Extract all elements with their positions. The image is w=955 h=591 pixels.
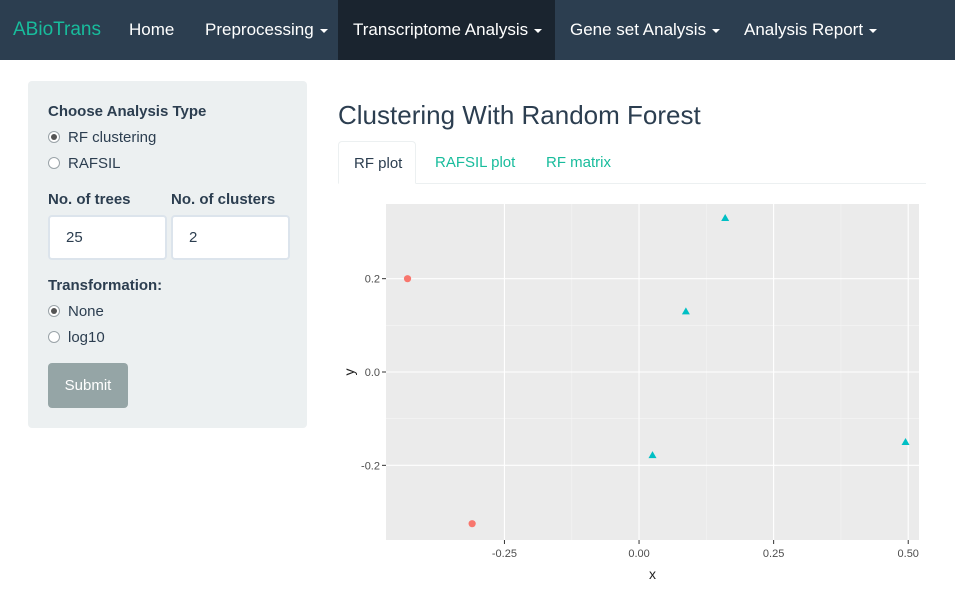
y-tick-label: 0.0: [365, 367, 380, 379]
nav-home[interactable]: Home: [114, 0, 189, 60]
data-point-triangle: [721, 214, 730, 221]
clusters-label: No. of clusters: [171, 191, 276, 208]
radio-rf-clustering[interactable]: RF clustering: [48, 127, 156, 147]
caret-down-icon: [712, 28, 721, 33]
nav-home-label: Home: [129, 20, 175, 39]
y-axis-label: y: [341, 369, 357, 376]
x-tick-label: 0.00: [628, 548, 649, 560]
radio-log10[interactable]: log10: [48, 327, 105, 347]
trees-label: No. of trees: [48, 191, 131, 208]
caret-down-icon: [319, 28, 328, 33]
radio-rafsil[interactable]: RAFSIL: [48, 153, 121, 173]
data-point-triangle: [648, 451, 657, 459]
nav-gene-set-label: Gene set Analysis: [570, 20, 707, 39]
caret-down-icon: [534, 28, 543, 33]
page-title: Clustering With Random Forest: [338, 100, 701, 130]
x-tick-label: 0.50: [898, 548, 919, 560]
data-point-triangle: [681, 307, 690, 315]
tab-rafsil-plot[interactable]: RAFSIL plot: [435, 154, 516, 171]
sidebar-panel: Choose Analysis Type RF clustering RAFSI…: [28, 81, 307, 428]
brand-link[interactable]: ABioTrans: [13, 19, 101, 40]
y-tick-label: -0.2: [361, 460, 380, 472]
clusters-input[interactable]: 2: [171, 215, 290, 260]
caret-down-icon: [869, 28, 878, 33]
nav-preprocessing[interactable]: Preprocessing: [190, 0, 343, 60]
nav-transcriptome-analysis[interactable]: Transcriptome Analysis: [338, 0, 555, 60]
radio-checked-icon[interactable]: [48, 305, 60, 317]
x-tick-label: 0.25: [763, 548, 784, 560]
transformation-label: Transformation:: [48, 277, 163, 294]
radio-rf-clustering-label: RF clustering: [68, 128, 157, 146]
radio-log10-label: log10: [68, 328, 105, 346]
trees-input[interactable]: 25: [48, 215, 167, 260]
data-point-triangle: [901, 438, 910, 445]
analysis-type-label: Choose Analysis Type: [48, 103, 207, 120]
tabs-divider: [338, 183, 926, 184]
radio-unchecked-icon[interactable]: [48, 331, 60, 343]
data-point-circle: [403, 275, 412, 283]
nav-preprocessing-label: Preprocessing: [205, 20, 314, 39]
x-tick-label: -0.25: [492, 548, 517, 560]
rf-scatter-plot: -0.25 0.00 0.25 0.50 -0.2 0.0 0.2 x y: [341, 204, 919, 582]
navbar: ABioTrans Home Preprocessing Transcripto…: [0, 0, 955, 60]
radio-checked-icon[interactable]: [48, 131, 60, 143]
nav-analysis-report[interactable]: Analysis Report: [729, 0, 892, 60]
radio-rafsil-label: RAFSIL: [68, 154, 121, 172]
tab-rf-plot[interactable]: RF plot: [338, 141, 416, 184]
submit-button[interactable]: Submit: [48, 363, 128, 408]
tab-rf-matrix[interactable]: RF matrix: [546, 154, 611, 171]
radio-unchecked-icon[interactable]: [48, 157, 60, 169]
radio-none[interactable]: None: [48, 301, 104, 321]
nav-analysis-report-label: Analysis Report: [744, 20, 864, 39]
x-axis-label: x: [649, 566, 656, 582]
data-point-circle: [468, 520, 476, 528]
radio-none-label: None: [68, 302, 104, 320]
y-tick-label: 0.2: [365, 274, 380, 286]
nav-transcriptome-label: Transcriptome Analysis: [353, 20, 529, 39]
nav-gene-set-analysis[interactable]: Gene set Analysis: [555, 0, 735, 60]
